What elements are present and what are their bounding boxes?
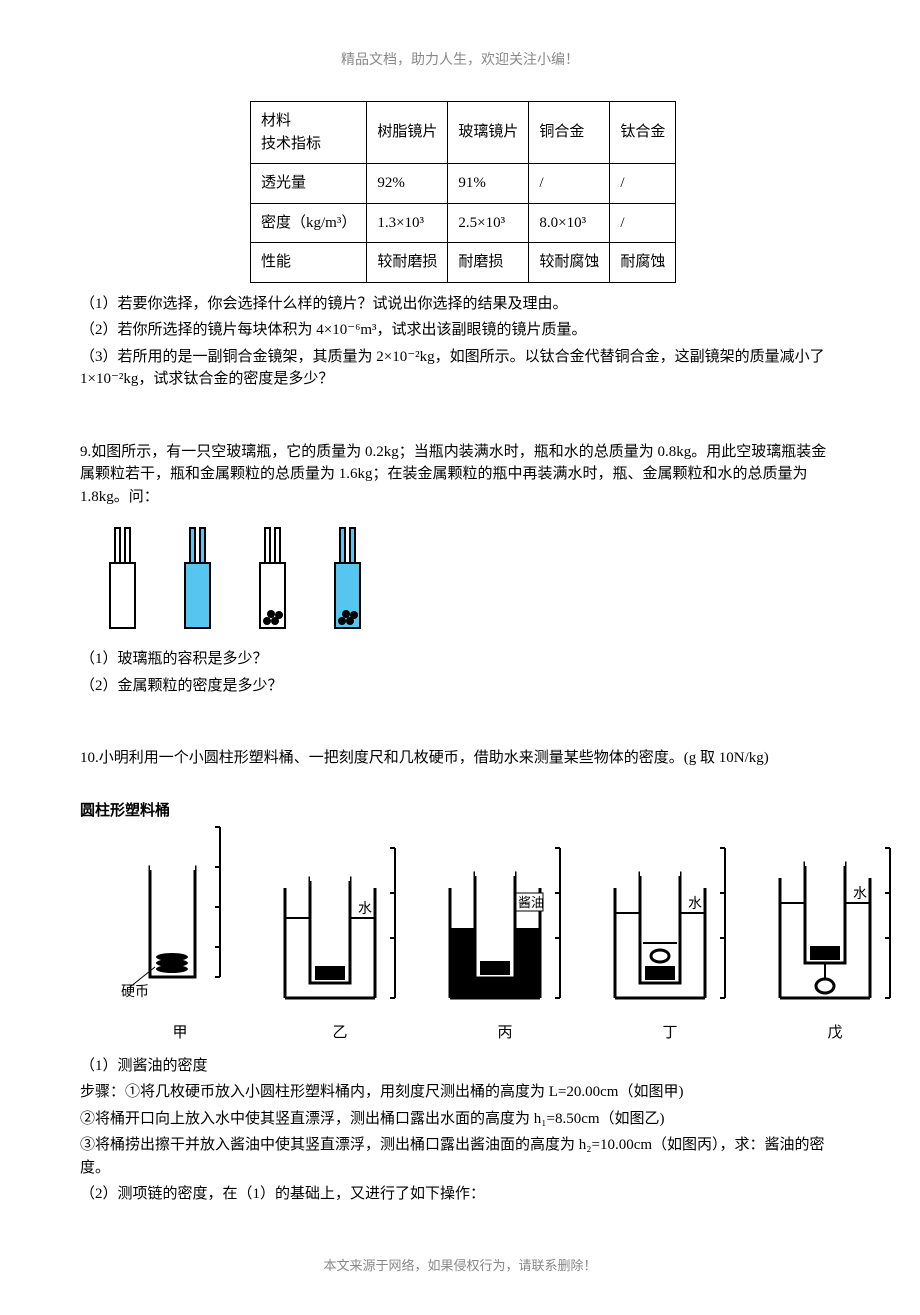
cell: 较耐磨损 [367, 243, 448, 283]
cell: 耐磨损 [448, 243, 529, 283]
coin-label: 硬币 [75, 982, 195, 1003]
q10-s4: ③将桶捞出擦干并放入酱油中使其竖直漂浮，测出桶口露出酱油面的高度为 h₂=10.… [80, 1134, 840, 1179]
cell: / [529, 164, 610, 204]
caption: 丙 [440, 1022, 570, 1045]
barrel-bing-icon: 酱油 丙 [440, 838, 570, 1045]
text: 材料 [261, 113, 291, 129]
cell: 8.0×10³ [529, 203, 610, 243]
barrel-jia-icon: 硬币 甲 [120, 817, 240, 1045]
cell: / [610, 164, 676, 204]
cell: 玻璃镜片 [448, 102, 529, 164]
page-header: 精品文档，助力人生，欢迎关注小编！ [80, 50, 840, 71]
q10-s5: （2）测项链的密度，在（1）的基础上，又进行了如下操作： [80, 1183, 840, 1206]
q10-s2: 步骤：①将几枚硬币放入小圆柱形塑料桶内，用刻度尺测出桶的高度为 L=20.00c… [80, 1081, 840, 1104]
q9-part2: （2）金属颗粒的密度是多少？ [80, 675, 840, 698]
q10-s3: ②将桶开口向上放入水中使其竖直漂浮，测出桶口露出水面的高度为 h₁=8.50cm… [80, 1108, 840, 1131]
cell: 1.3×10³ [367, 203, 448, 243]
page-footer: 本文来源于网络，如果侵权行为，请联系删除！ [80, 1256, 840, 1276]
cell: 透光量 [251, 164, 367, 204]
q8-part1: （1）若要你选择，你会选择什么样的镜片？试说出你选择的结果及理由。 [80, 293, 840, 316]
bottles-figure [95, 523, 840, 638]
q10-s1: （1）测酱油的密度 [80, 1055, 840, 1078]
svg-text:水: 水 [853, 886, 867, 902]
svg-text:酱油: 酱油 [518, 895, 544, 910]
cell: 2.5×10³ [448, 203, 529, 243]
cell: 钛合金 [610, 102, 676, 164]
cell: 较耐腐蚀 [529, 243, 610, 283]
bottle-water-icon [170, 523, 210, 638]
barrel-ding-icon: 水 丁 [605, 838, 735, 1045]
cell: 92% [367, 164, 448, 204]
table-row: 材料 技术指标 树脂镜片 玻璃镜片 铜合金 钛合金 [251, 102, 676, 164]
cell: 树脂镜片 [367, 102, 448, 164]
q8-part2: （2）若你所选择的镜片每块体积为 4×10⁻⁶m³，试求出该副眼镜的镜片质量。 [80, 319, 840, 342]
barrel-yi-icon: 水 乙 [275, 838, 405, 1045]
bottle-metal-water-icon [320, 523, 360, 638]
caption: 丁 [605, 1022, 735, 1045]
barrel-wu-icon: 水 戊 [770, 838, 900, 1045]
q9-part1: （1）玻璃瓶的容积是多少？ [80, 648, 840, 671]
q9-intro: 9.如图所示，有一只空玻璃瓶，它的质量为 0.2kg；当瓶内装满水时，瓶和水的总… [80, 441, 840, 509]
caption: 乙 [275, 1022, 405, 1045]
materials-table: 材料 技术指标 树脂镜片 玻璃镜片 铜合金 钛合金 透光量 92% 91% / … [250, 101, 676, 283]
cell: 密度（kg/m³） [251, 203, 367, 243]
text: 技术指标 [261, 136, 321, 152]
table-row: 性能 较耐磨损 耐磨损 较耐腐蚀 耐腐蚀 [251, 243, 676, 283]
cell: 铜合金 [529, 102, 610, 164]
caption: 甲 [120, 1022, 240, 1045]
cell: / [610, 203, 676, 243]
cell: 性能 [251, 243, 367, 283]
svg-text:水: 水 [358, 901, 372, 917]
cell: 91% [448, 164, 529, 204]
q10-intro: 10.小明利用一个小圆柱形塑料桶、一把刻度尺和几枚硬币，借助水来测量某些物体的密… [80, 747, 840, 770]
cell: 耐腐蚀 [610, 243, 676, 283]
q8-part3: （3）若所用的是一副铜合金镜架，其质量为 2×10⁻²kg，如图所示。以钛合金代… [80, 346, 840, 391]
caption: 戊 [770, 1022, 900, 1045]
barrels-figure: 硬币 甲 水 [120, 817, 840, 1045]
bottle-empty-icon [95, 523, 135, 638]
bottle-metal-icon [245, 523, 285, 638]
table-row: 密度（kg/m³） 1.3×10³ 2.5×10³ 8.0×10³ / [251, 203, 676, 243]
cell-header: 材料 技术指标 [251, 102, 367, 164]
table-row: 透光量 92% 91% / / [251, 164, 676, 204]
svg-text:水: 水 [688, 896, 702, 912]
